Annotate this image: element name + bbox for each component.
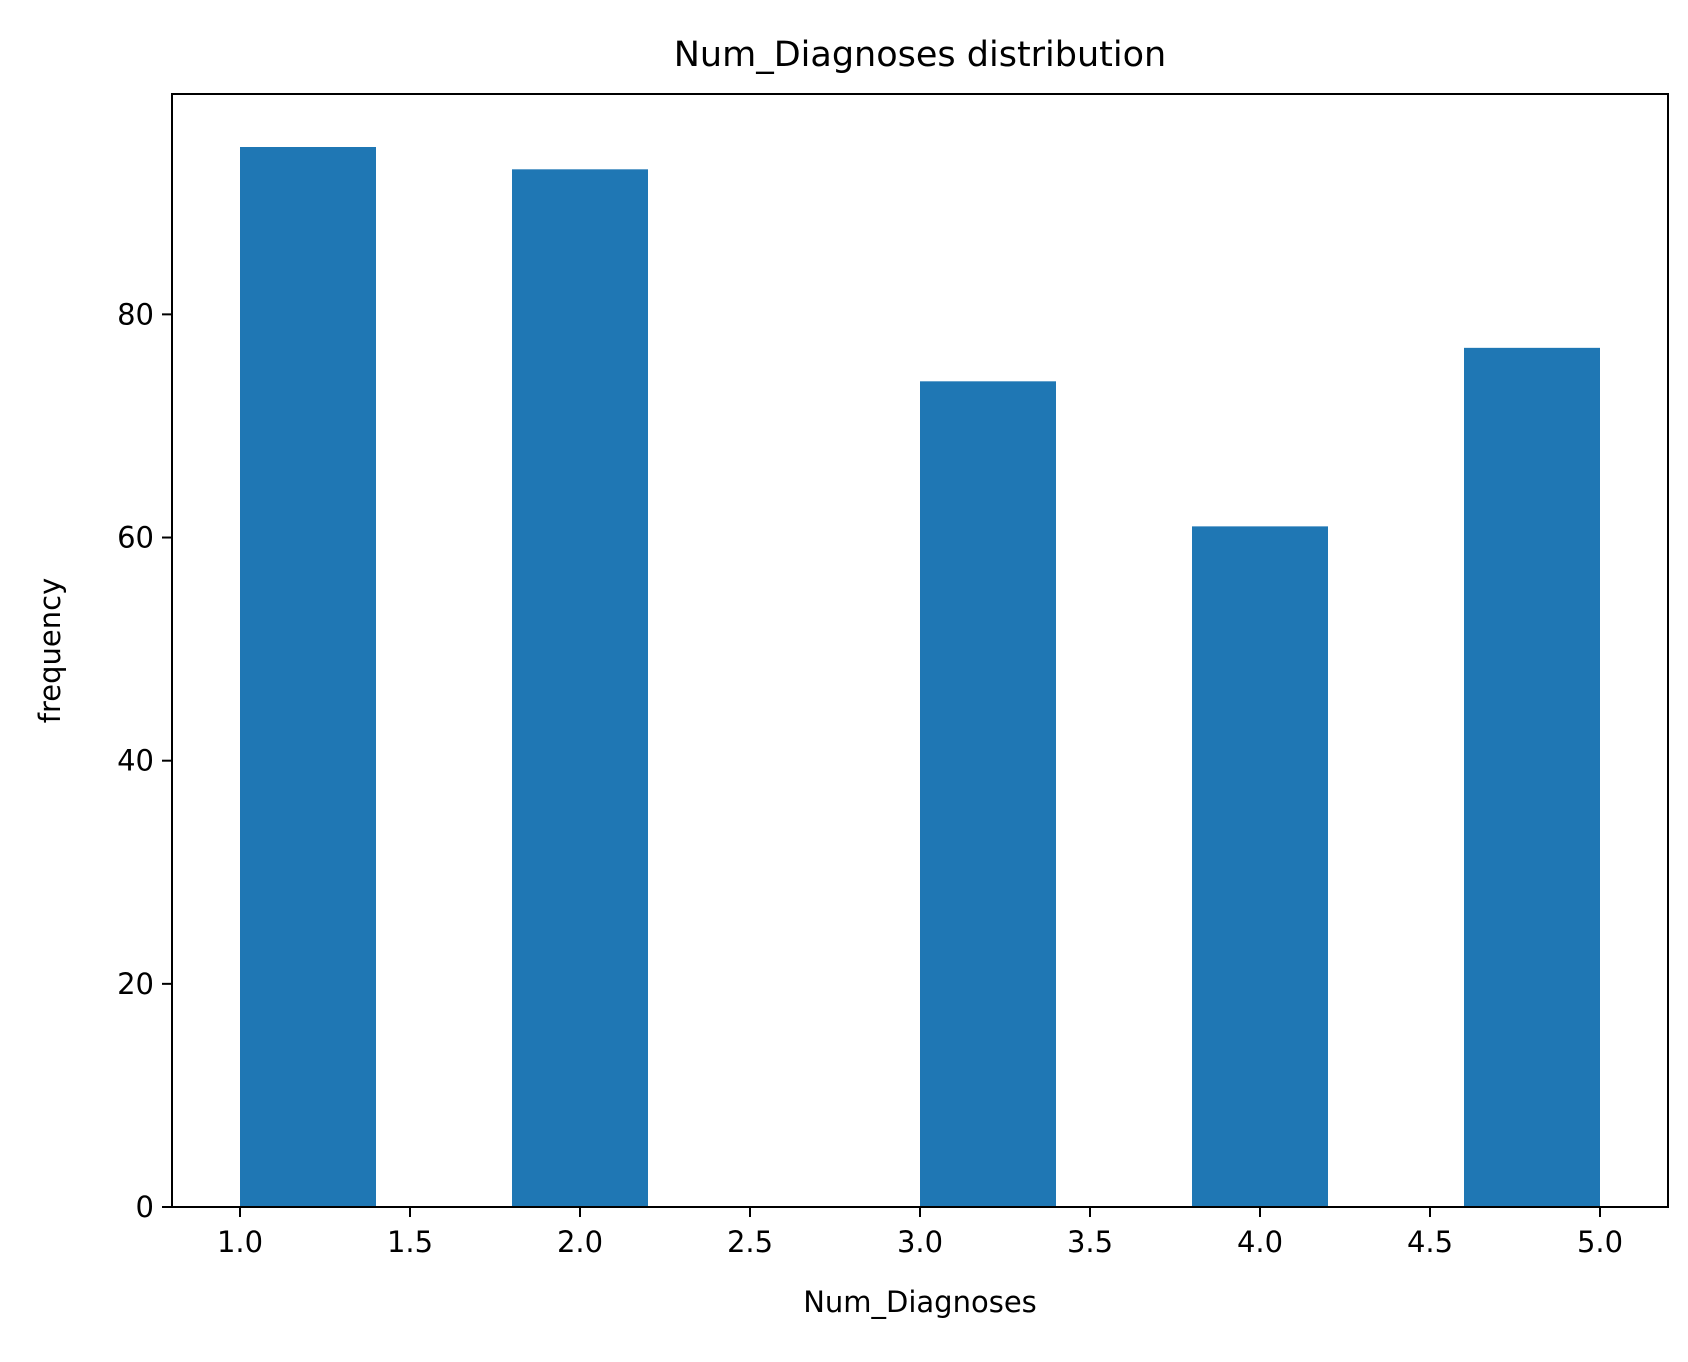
x-tick-label-5: 3.0 — [897, 1225, 943, 1259]
x-tick-label-9: 5.0 — [1577, 1225, 1623, 1259]
x-tick-label-7: 4.0 — [1237, 1225, 1283, 1259]
x-tick-label-3: 2.0 — [557, 1225, 603, 1259]
y-tick-label-1: 0 — [136, 1190, 154, 1224]
x-tick-label-2: 1.5 — [387, 1225, 433, 1259]
y-axis-label: frequency — [33, 578, 67, 723]
x-ticks-group: 1.0 1.5 2.0 2.5 3.0 3.5 4.0 4.5 5.0 — [217, 1207, 1623, 1259]
y-tick-label-2: 20 — [117, 967, 154, 1001]
histogram-bar-3 — [920, 381, 1056, 1207]
y-ticks-group: 0 20 40 60 80 — [117, 297, 172, 1224]
x-tick-label-8: 4.5 — [1407, 1225, 1453, 1259]
histogram-bar-5 — [1464, 347, 1600, 1207]
x-tick-label-6: 3.5 — [1067, 1225, 1113, 1259]
bars-group — [240, 147, 1600, 1207]
histogram-bar-1 — [240, 147, 376, 1207]
histogram-bar-4 — [1192, 526, 1328, 1207]
y-tick-label-3: 40 — [117, 744, 154, 778]
chart-title: Num_Diagnoses distribution — [674, 35, 1166, 75]
x-tick-label-1: 1.0 — [217, 1225, 263, 1259]
x-tick-label-4: 2.5 — [727, 1225, 773, 1259]
histogram-bar-2 — [512, 169, 648, 1207]
x-axis-label: Num_Diagnoses — [803, 1285, 1037, 1319]
y-tick-label-4: 60 — [117, 521, 154, 555]
y-tick-label-5: 80 — [117, 297, 154, 331]
